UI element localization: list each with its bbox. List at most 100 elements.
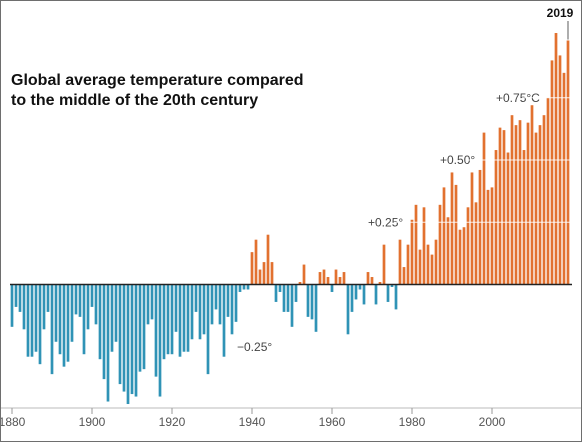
bar-1993 (462, 227, 466, 285)
bar-1992 (458, 229, 462, 285)
reference-gridlines (394, 97, 571, 223)
bar-1924 (186, 284, 190, 352)
bar-1985 (430, 254, 434, 285)
bar-1912 (138, 284, 142, 372)
bar-2009 (526, 122, 530, 285)
bar-1902 (98, 284, 102, 360)
bar-1922 (178, 284, 182, 357)
bar-1975 (390, 284, 394, 287)
bar-1934 (226, 284, 230, 317)
bar-1880 (10, 284, 14, 327)
bar-2019 (566, 40, 570, 285)
chart-title-line-1: Global average temperature compared (11, 72, 304, 89)
bar-2005 (510, 115, 514, 285)
bar-1915 (150, 284, 154, 320)
reference-labels: −0.25° +0.25° +0.50° +0.75°C (237, 91, 540, 354)
bar-1928 (202, 284, 206, 335)
bar-1909 (126, 284, 130, 405)
bar-1998 (482, 132, 486, 285)
bar-1952 (298, 282, 302, 285)
bar-1921 (174, 284, 178, 332)
reference-label-0_5: +0.50° (440, 153, 475, 167)
bar-1990 (450, 172, 454, 285)
bar-1961 (334, 269, 338, 285)
bar-1888 (42, 284, 46, 330)
bar-2013 (542, 115, 546, 285)
bar-1962 (338, 277, 342, 285)
bar-1896 (74, 284, 78, 315)
bar-1911 (134, 284, 138, 397)
bar-1932 (218, 284, 222, 325)
bar-1899 (86, 284, 90, 330)
bar-1944 (266, 234, 270, 285)
bar-1957 (318, 272, 322, 285)
bar-1890 (50, 284, 54, 375)
bar-1951 (294, 284, 298, 302)
bar-1891 (54, 284, 58, 342)
bar-1965 (350, 284, 354, 312)
bar-1887 (38, 284, 42, 365)
bar-2007 (518, 120, 522, 285)
bar-1948 (282, 284, 286, 312)
bar-1895 (70, 284, 74, 342)
bar-1939 (246, 284, 250, 290)
bar-1963 (342, 272, 346, 285)
bar-1933 (222, 284, 226, 357)
bar-1940 (250, 252, 254, 285)
bar-1960 (330, 284, 334, 292)
bar-1919 (166, 284, 170, 355)
bar-2017 (558, 55, 562, 285)
bar-1999 (486, 189, 490, 285)
bar-2006 (514, 125, 518, 285)
bar-1936 (234, 284, 238, 322)
bar-1987 (438, 204, 442, 285)
bar-1949 (286, 284, 290, 312)
x-axis-ticks: 1880 1900 1920 1940 1960 1980 2000 (1, 408, 506, 429)
bar-1986 (434, 239, 438, 285)
bar-1964 (346, 284, 350, 335)
bar-1989 (446, 217, 450, 285)
reference-label-0_25: +0.25° (368, 215, 403, 229)
bar-series (10, 33, 570, 405)
bar-1881 (14, 284, 18, 307)
bar-1884 (26, 284, 30, 357)
bar-1953 (302, 264, 306, 285)
bar-1917 (158, 284, 162, 397)
bar-1956 (314, 284, 318, 332)
bar-1954 (306, 284, 310, 317)
bar-1983 (422, 207, 426, 285)
bar-1955 (310, 284, 314, 320)
bar-1976 (394, 284, 398, 310)
bar-1946 (274, 284, 278, 302)
bar-1978 (402, 267, 406, 285)
bar-2014 (546, 97, 550, 285)
highlight-annotation: 2019 (547, 6, 574, 40)
bar-1900 (90, 284, 94, 307)
bar-1973 (382, 244, 386, 285)
bar-1995 (470, 172, 474, 285)
bar-2008 (522, 150, 526, 285)
bar-1974 (386, 284, 390, 302)
bar-2016 (554, 33, 558, 285)
bar-1996 (474, 202, 478, 285)
bar-1979 (406, 244, 410, 285)
bar-1893 (62, 284, 66, 367)
bar-1977 (398, 239, 402, 285)
bar-1910 (130, 284, 134, 395)
x-tick-label-1880: 1880 (1, 415, 26, 429)
bar-1903 (102, 284, 106, 380)
bar-2003 (502, 130, 506, 285)
bar-1980 (410, 219, 414, 285)
bar-1972 (378, 282, 382, 285)
bar-1947 (278, 284, 282, 292)
bar-1930 (210, 284, 214, 325)
bar-1935 (230, 284, 234, 335)
bar-2011 (534, 132, 538, 285)
bar-1883 (22, 284, 26, 330)
bar-1885 (30, 284, 34, 357)
bar-1926 (194, 284, 198, 312)
bar-1925 (190, 284, 194, 340)
x-tick-label-1940: 1940 (239, 415, 266, 429)
x-tick-label-1960: 1960 (319, 415, 346, 429)
x-tick-label-1920: 1920 (159, 415, 186, 429)
